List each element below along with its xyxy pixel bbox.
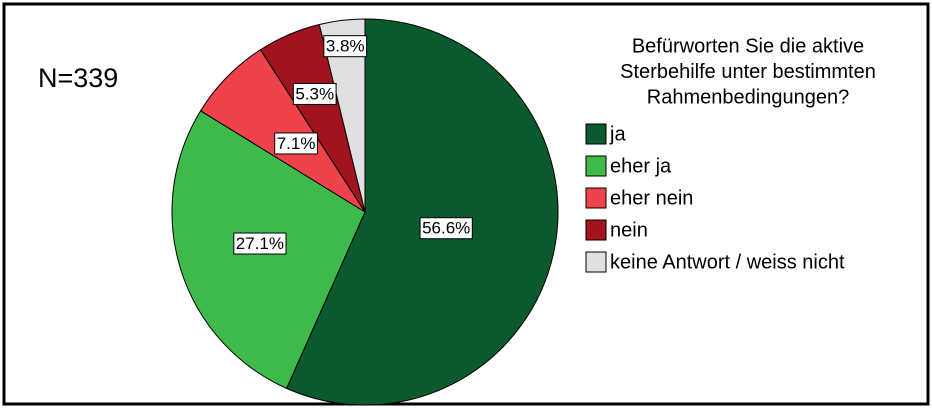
legend-title: Rahmenbedingungen? bbox=[647, 86, 849, 108]
label-box bbox=[292, 82, 337, 105]
legend-label: eher ja bbox=[610, 155, 672, 177]
pie-slice bbox=[285, 18, 559, 406]
slice-label: 56.6% bbox=[422, 219, 470, 238]
legend-label: eher nein bbox=[610, 187, 693, 209]
slice-label: 27.1% bbox=[236, 234, 284, 253]
legend-swatch bbox=[585, 155, 607, 177]
legend-swatch bbox=[585, 251, 607, 273]
slice-label: 7.1% bbox=[277, 134, 316, 153]
pie-slice bbox=[318, 18, 366, 213]
label-box bbox=[419, 217, 473, 240]
legend: Befürworten Sie die aktive Sterbehilfe un… bbox=[585, 35, 876, 273]
label-box bbox=[233, 232, 287, 255]
legend-swatch bbox=[585, 187, 607, 209]
legend-label: ja bbox=[609, 123, 626, 145]
legend-label: nein bbox=[610, 219, 648, 241]
legend-swatch bbox=[585, 123, 607, 145]
label-box bbox=[274, 132, 318, 155]
label-box bbox=[323, 35, 368, 58]
legend-title: Sterbehilfe unter bestimmten bbox=[620, 61, 876, 83]
annotation: N=339 bbox=[38, 63, 118, 93]
legend-title: Befürworten Sie die aktive bbox=[632, 35, 864, 57]
pie bbox=[171, 18, 559, 406]
slice-label: 3.8% bbox=[326, 37, 365, 56]
slice-labels: 56.6% 27.1% 7.1% 5.3% 3.8% bbox=[233, 35, 473, 255]
legend-swatch bbox=[585, 219, 607, 241]
slice-label: 5.3% bbox=[295, 84, 334, 103]
legend-label: keine Antwort / weiss nicht bbox=[610, 251, 845, 273]
